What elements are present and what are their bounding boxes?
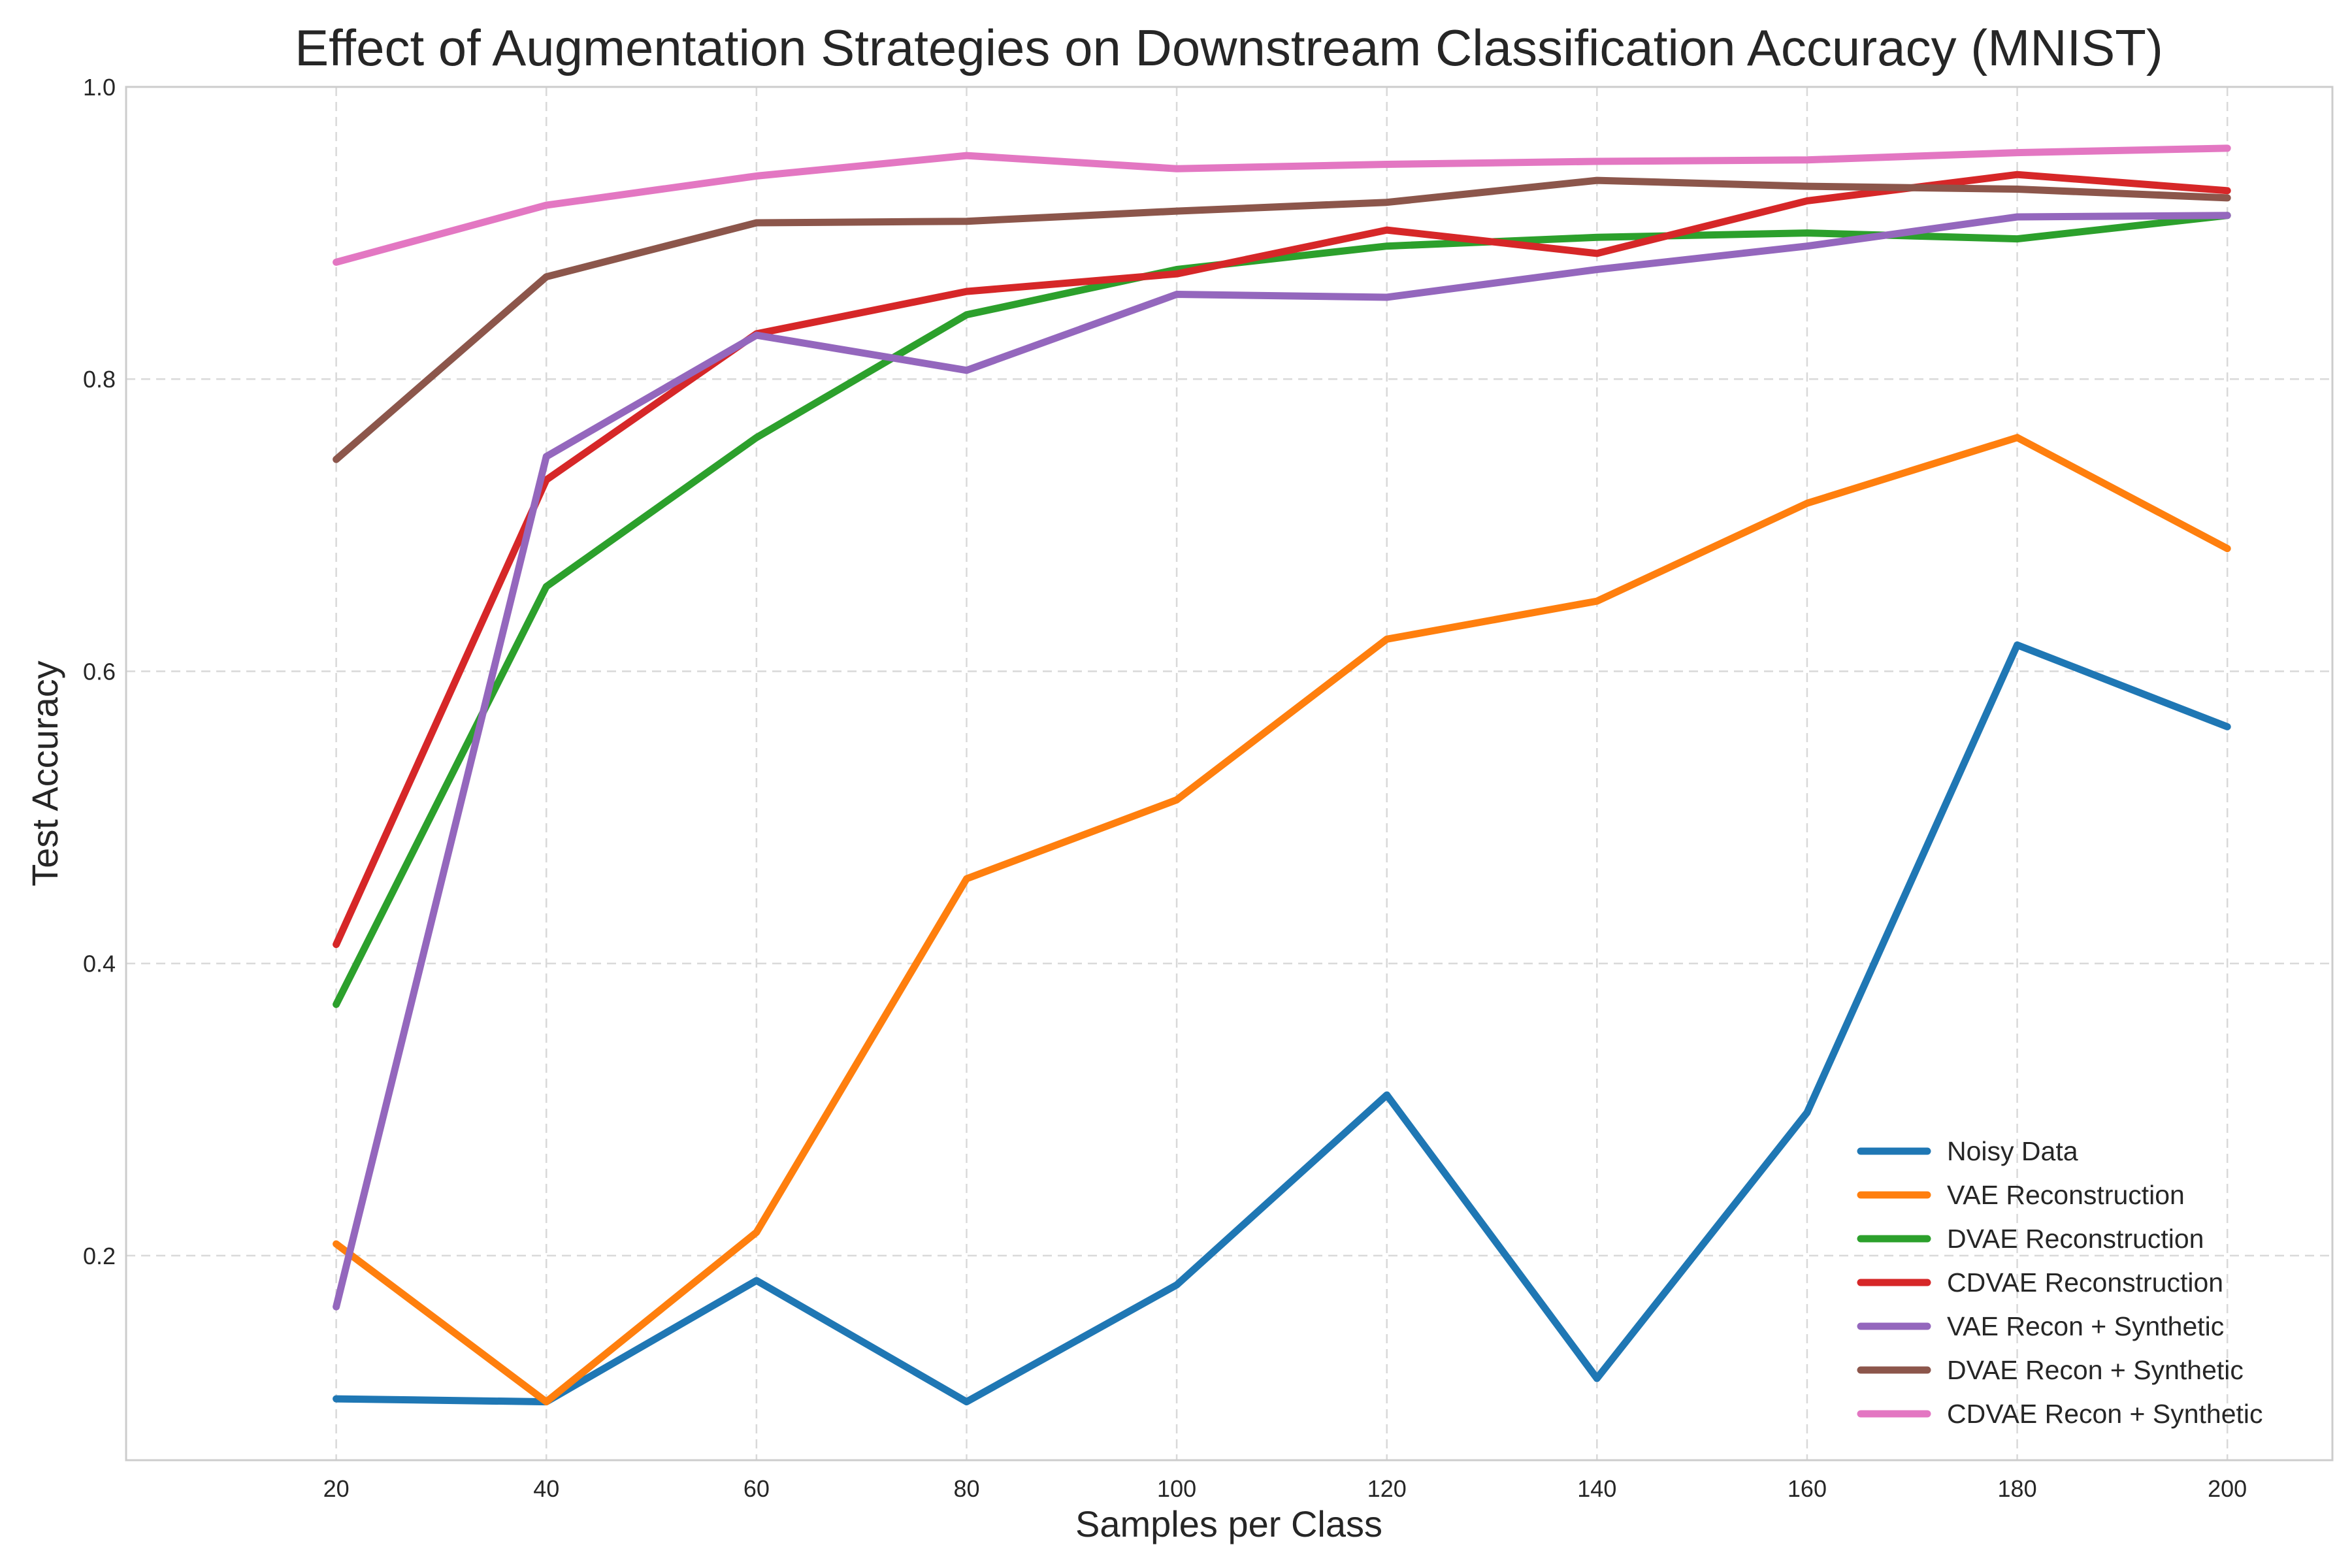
x-tick-label: 200 <box>2208 1475 2247 1502</box>
series-line <box>333 434 2231 1406</box>
series-line <box>333 176 2231 463</box>
x-tick-label: 40 <box>533 1475 559 1502</box>
legend-label: VAE Reconstruction <box>1947 1180 2185 1210</box>
y-tick-label: 0.6 <box>83 658 116 685</box>
y-tick-label: 0.4 <box>83 951 116 977</box>
legend-label: DVAE Recon + Synthetic <box>1947 1355 2244 1385</box>
tick-labels: 20 40 60 80 100 120 140 160 180 200 0.2 0.4 0.6 0.8 1.… <box>83 74 2247 1502</box>
chart-title: Effect of Augmentation Strategies on Dow… <box>295 19 2163 76</box>
x-tick-label: 180 <box>1998 1475 2037 1502</box>
legend: Noisy Data VAE Reconstruction DVAE Reconst… <box>1857 1136 2263 1429</box>
y-tick-label: 0.8 <box>83 366 116 393</box>
legend-label: VAE Recon + Synthetic <box>1947 1311 2224 1341</box>
series-lines <box>333 144 2231 1406</box>
x-tick-label: 160 <box>1788 1475 1827 1502</box>
x-tick-label: 100 <box>1157 1475 1196 1502</box>
y-axis-label: Test Accuracy <box>24 661 65 886</box>
series-line <box>333 641 2231 1406</box>
x-tick-label: 140 <box>1577 1475 1616 1502</box>
legend-label: CDVAE Recon + Synthetic <box>1947 1399 2263 1429</box>
series-line <box>333 212 2231 1311</box>
y-tick-label: 0.2 <box>83 1243 116 1269</box>
series-line <box>333 212 2231 1008</box>
x-axis-label: Samples per Class <box>1075 1503 1382 1544</box>
series-line <box>333 144 2231 266</box>
legend-label: Noisy Data <box>1947 1136 2078 1166</box>
x-tick-label: 60 <box>743 1475 770 1502</box>
x-tick-label: 20 <box>323 1475 350 1502</box>
y-tick-label: 1.0 <box>83 74 116 101</box>
x-tick-label: 120 <box>1367 1475 1407 1502</box>
legend-label: CDVAE Reconstruction <box>1947 1267 2223 1298</box>
x-tick-label: 80 <box>953 1475 979 1502</box>
legend-label: DVAE Reconstruction <box>1947 1224 2204 1254</box>
plot-area-frame <box>125 86 2334 1462</box>
